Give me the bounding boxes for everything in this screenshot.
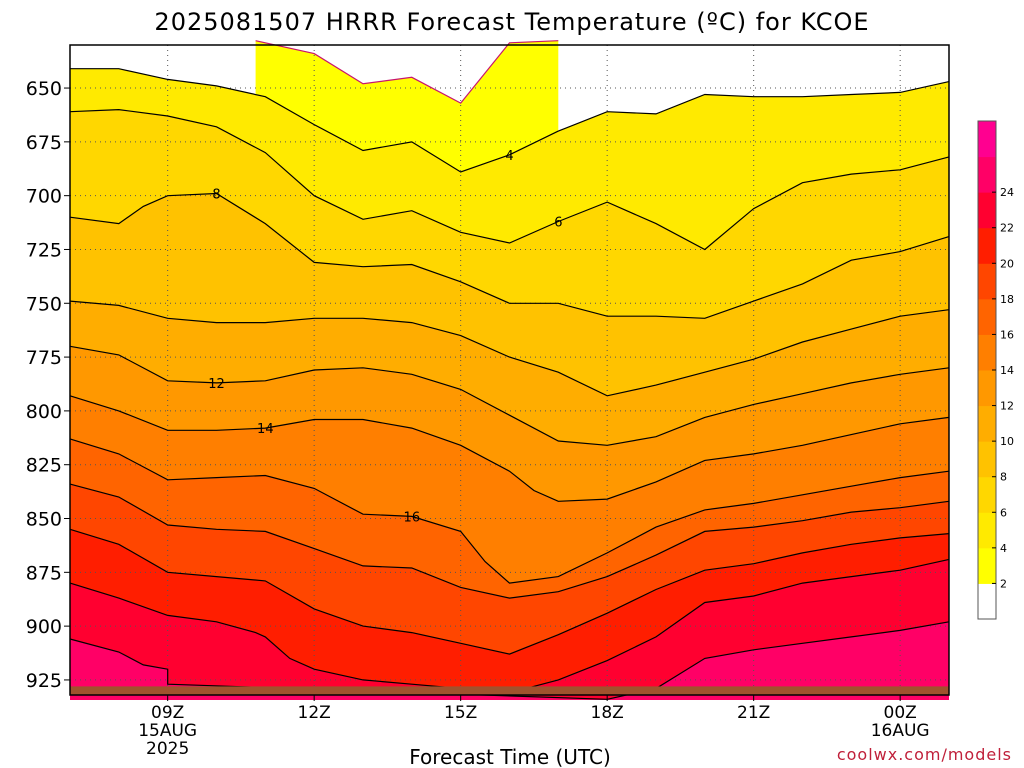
colorbar-swatch	[978, 263, 996, 300]
x-axis-label: Forecast Time (UTC)	[409, 745, 611, 768]
colorbar-label: 14	[1000, 364, 1014, 377]
source-credit: coolwx.com/models	[837, 745, 1012, 764]
y-tick-label: 650	[26, 78, 62, 100]
colorbar-swatch	[978, 298, 996, 335]
colorbar-swatch	[978, 370, 996, 407]
x-tick-label: 00Z	[884, 703, 917, 723]
isotherm-label-4: 4	[505, 149, 513, 164]
colorbar-label: 4	[1000, 542, 1007, 555]
colorbar-label: 6	[1000, 506, 1007, 519]
y-tick-label: 750	[26, 293, 62, 315]
isotherm-contours	[69, 40, 950, 700]
isotherm-label-8: 8	[212, 188, 220, 203]
y-tick-label: 700	[26, 186, 62, 208]
x-tick-label: 16AUG	[871, 721, 930, 741]
x-tick-label: 09Z	[151, 703, 184, 723]
isotherm-label-6: 6	[554, 215, 562, 230]
isotherm-label-12: 12	[208, 377, 225, 392]
colorbar-swatch	[978, 156, 996, 193]
isotherm-14	[69, 395, 950, 502]
colorbar-swatch	[978, 441, 996, 478]
y-tick-label: 675	[26, 132, 62, 154]
y-tick-label: 925	[26, 670, 62, 692]
plot-frame	[69, 44, 950, 696]
temperature-fill-bands	[70, 40, 949, 701]
ground-surface	[70, 686, 949, 695]
y-tick-label: 900	[26, 616, 62, 638]
y-tick-label: 850	[26, 509, 62, 531]
y-tick-label: 800	[26, 401, 62, 423]
isotherm-label-text: 12	[208, 377, 225, 392]
colorbar-swatch	[978, 121, 996, 158]
isotherm-10	[69, 300, 950, 397]
chart-title: 2025081507 HRRR Forecast Temperature (ºC…	[154, 8, 869, 36]
y-axis-pressure-ticks: 650 675 700 725 750 775 800 825 850 875 900 925	[26, 78, 70, 692]
colorbar-swatch	[978, 192, 996, 229]
y-tick-label: 875	[26, 562, 62, 584]
isotherm-2	[255, 40, 559, 104]
isotherm-6	[69, 108, 950, 251]
y-tick-label: 825	[26, 455, 62, 477]
isotherm-label-text: 6	[554, 215, 562, 230]
colorbar-swatch	[978, 405, 996, 442]
x-tick-label: 12Z	[298, 703, 331, 723]
y-tick-label: 775	[26, 347, 62, 369]
y-tick-label: 725	[26, 239, 62, 261]
isotherm-label-text: 14	[257, 422, 274, 437]
isotherm-16	[69, 438, 950, 584]
colorbar-label: 10	[1000, 435, 1014, 448]
colorbar-swatch	[978, 476, 996, 513]
colorbar-label: 20	[1000, 257, 1014, 270]
colorbar-label: 24	[1000, 186, 1014, 199]
isotherm-18	[69, 483, 950, 599]
colorbar-label: 2	[1000, 577, 1007, 590]
colorbar-swatch	[978, 512, 996, 549]
colorbar-label: 22	[1000, 222, 1014, 235]
isotherm-8	[69, 192, 950, 319]
isotherm-20	[69, 528, 950, 655]
isotherm-label-14: 14	[257, 422, 274, 437]
isotherm-label-text: 8	[212, 188, 220, 203]
isotherm-4	[70, 68, 950, 173]
colorbar-label: 18	[1000, 293, 1014, 306]
band-above-24	[70, 621, 949, 700]
x-tick-label: 18Z	[591, 703, 624, 723]
colorbar-swatch	[978, 227, 996, 264]
colorbar-swatch	[978, 334, 996, 371]
colorbar-label: 16	[1000, 328, 1014, 341]
colorbar-label: 8	[1000, 471, 1007, 484]
isotherm-labels: 4 6 8 12 14 16	[208, 149, 562, 526]
x-tick-label: 21Z	[737, 703, 770, 723]
isotherm-label-16: 16	[404, 510, 421, 525]
x-tick-label: 2025	[146, 739, 189, 759]
isotherm-label-text: 16	[404, 510, 421, 525]
x-tick-label: 15AUG	[138, 721, 197, 741]
colorbar-label: 12	[1000, 400, 1014, 413]
isotherm-12	[69, 345, 950, 446]
x-tick-label: 15Z	[444, 703, 477, 723]
colorbar-swatch	[978, 583, 996, 620]
isotherm-label-text: 4	[505, 149, 513, 164]
colorbar-swatch	[978, 547, 996, 584]
